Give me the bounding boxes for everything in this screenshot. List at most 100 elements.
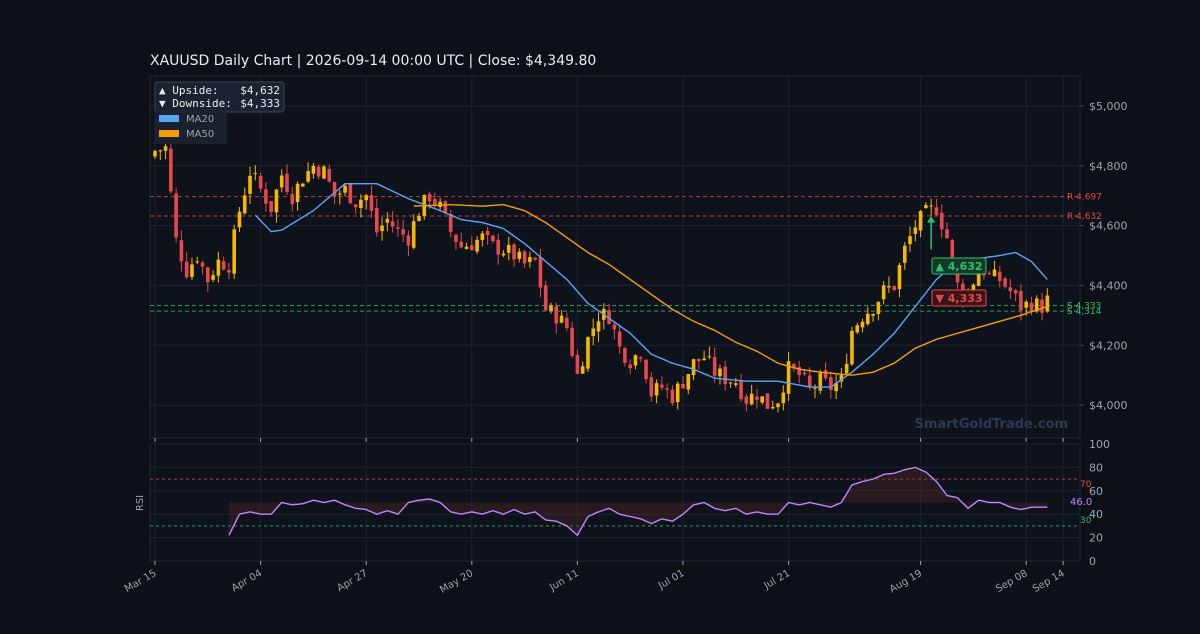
candle-body — [1008, 287, 1013, 292]
candle — [702, 350, 706, 361]
candle — [227, 262, 231, 280]
candle-body — [279, 175, 284, 188]
rsi-tick-label: 60 — [1089, 485, 1103, 498]
candle — [765, 393, 770, 410]
candle-body — [702, 358, 706, 361]
candle-body — [813, 387, 817, 389]
candle — [248, 166, 252, 204]
candle — [823, 362, 828, 381]
candle — [580, 361, 585, 374]
candle-body — [686, 374, 691, 390]
candle — [902, 241, 907, 270]
candle — [258, 172, 263, 193]
candle-body — [1003, 278, 1007, 287]
candle-body — [744, 396, 749, 404]
candle — [274, 188, 279, 223]
candle-body — [506, 244, 511, 253]
candle — [818, 369, 823, 394]
candle — [480, 230, 485, 247]
candle-body — [892, 286, 896, 290]
candle — [617, 324, 622, 354]
rsi-tick-label: 80 — [1089, 461, 1103, 474]
candle — [506, 236, 511, 261]
candle-body — [369, 195, 374, 211]
candle-body — [332, 181, 337, 197]
candle — [401, 219, 405, 243]
candle-body — [1013, 290, 1018, 294]
candle — [644, 358, 648, 384]
candle — [881, 281, 886, 305]
candle-body — [897, 265, 902, 290]
candle — [406, 230, 411, 256]
candle — [184, 251, 189, 280]
candle — [512, 243, 516, 267]
candle-body — [380, 225, 384, 232]
candle — [374, 198, 379, 237]
candle — [380, 217, 384, 241]
candle — [802, 370, 807, 377]
candle — [638, 355, 643, 363]
rsi-fill — [228, 467, 1048, 536]
candle-body — [438, 201, 442, 208]
candle — [343, 182, 347, 197]
candle — [718, 364, 722, 385]
candle — [485, 226, 490, 246]
candle-body — [327, 168, 332, 182]
candle-body — [691, 359, 696, 376]
candle — [876, 301, 881, 321]
candle — [1008, 278, 1013, 300]
candle — [623, 346, 627, 367]
rsi-grid — [150, 443, 1080, 562]
candle-body — [802, 372, 807, 375]
candle-body — [485, 230, 490, 236]
rsi-axis-label: RSI — [135, 495, 146, 511]
candle-body — [612, 324, 617, 330]
candle — [1040, 292, 1044, 321]
candle-body — [221, 261, 226, 270]
candle-body — [939, 212, 944, 230]
candle-body — [675, 383, 680, 403]
candle-body — [834, 383, 838, 392]
candle — [543, 280, 548, 312]
candle-body — [607, 310, 611, 324]
candle-body — [316, 166, 321, 177]
candle-body — [1040, 299, 1044, 313]
candle — [396, 219, 400, 238]
candle-body — [1045, 295, 1050, 312]
candle — [860, 318, 865, 333]
candle — [211, 270, 215, 283]
downside-badge: ▼ 4,333 — [931, 289, 987, 307]
candle — [628, 359, 632, 374]
candle-body — [580, 366, 585, 374]
candle — [575, 349, 580, 375]
candle-body — [760, 396, 764, 403]
candle — [433, 192, 437, 210]
candle — [411, 214, 416, 250]
candle-body — [633, 355, 638, 366]
candle-body — [301, 183, 305, 187]
candle — [565, 312, 569, 332]
candle-body — [823, 370, 828, 379]
candle-body — [348, 183, 353, 204]
candle-body — [591, 328, 596, 337]
rsi-tick-label: 0 — [1089, 555, 1096, 568]
candle — [269, 200, 273, 216]
candle-body — [190, 264, 194, 277]
candle-body — [538, 256, 543, 288]
candle-body — [338, 193, 342, 195]
candle — [591, 318, 596, 346]
legend: MA20 MA50 — [155, 110, 227, 144]
candle — [660, 376, 664, 391]
candle-body — [174, 193, 178, 238]
legend-label-ma20: MA20 — [186, 114, 214, 125]
candle-body — [195, 261, 200, 263]
target-badges: ▲ 4,632 ▼ 4,333 — [927, 216, 987, 307]
price-tick-label: $4,600 — [1089, 220, 1128, 233]
candle-body — [343, 185, 347, 193]
candle-body — [258, 175, 263, 189]
candle — [670, 385, 675, 406]
candle-body — [454, 234, 458, 243]
candle — [385, 212, 390, 232]
candle — [924, 202, 928, 209]
